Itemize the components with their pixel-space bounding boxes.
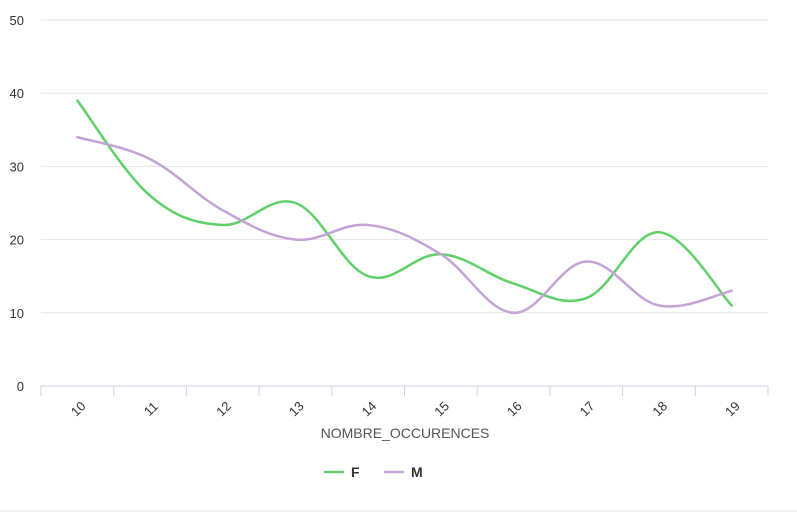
y-axis-tick-labels: 0 10 20 30 40 50 bbox=[10, 13, 24, 394]
x-tick-label: 17 bbox=[577, 398, 598, 419]
series-lines bbox=[76, 99, 733, 315]
legend-item-F[interactable]: F bbox=[324, 464, 360, 480]
series-line-M[interactable] bbox=[76, 135, 733, 315]
x-tick-label: 15 bbox=[431, 398, 452, 419]
series-line-F[interactable] bbox=[76, 99, 733, 307]
x-tick-label: 14 bbox=[359, 398, 380, 419]
y-tick-label: 50 bbox=[10, 13, 24, 28]
y-tick-label: 20 bbox=[10, 233, 24, 248]
legend-label: F bbox=[351, 464, 360, 480]
x-tick-label: 13 bbox=[286, 398, 307, 419]
x-tick-label: 11 bbox=[141, 399, 161, 419]
x-tick-label: 19 bbox=[722, 398, 743, 419]
x-tick-label: 10 bbox=[68, 398, 89, 419]
x-tick-label: 18 bbox=[649, 398, 670, 419]
y-tick-label: 10 bbox=[10, 306, 24, 321]
x-tick-label: 12 bbox=[213, 398, 234, 419]
y-tick-label: 40 bbox=[10, 86, 24, 101]
y-tick-label: 30 bbox=[10, 159, 24, 174]
y-tick-label: 0 bbox=[17, 379, 24, 394]
x-axis: 10 11 12 13 14 15 16 17 18 19 bbox=[40, 385, 769, 419]
legend-label: M bbox=[411, 464, 423, 480]
legend-item-M[interactable]: M bbox=[384, 464, 423, 480]
x-axis-title: NOMBRE_OCCURENCES bbox=[321, 425, 490, 441]
x-tick-label: 16 bbox=[504, 398, 525, 419]
